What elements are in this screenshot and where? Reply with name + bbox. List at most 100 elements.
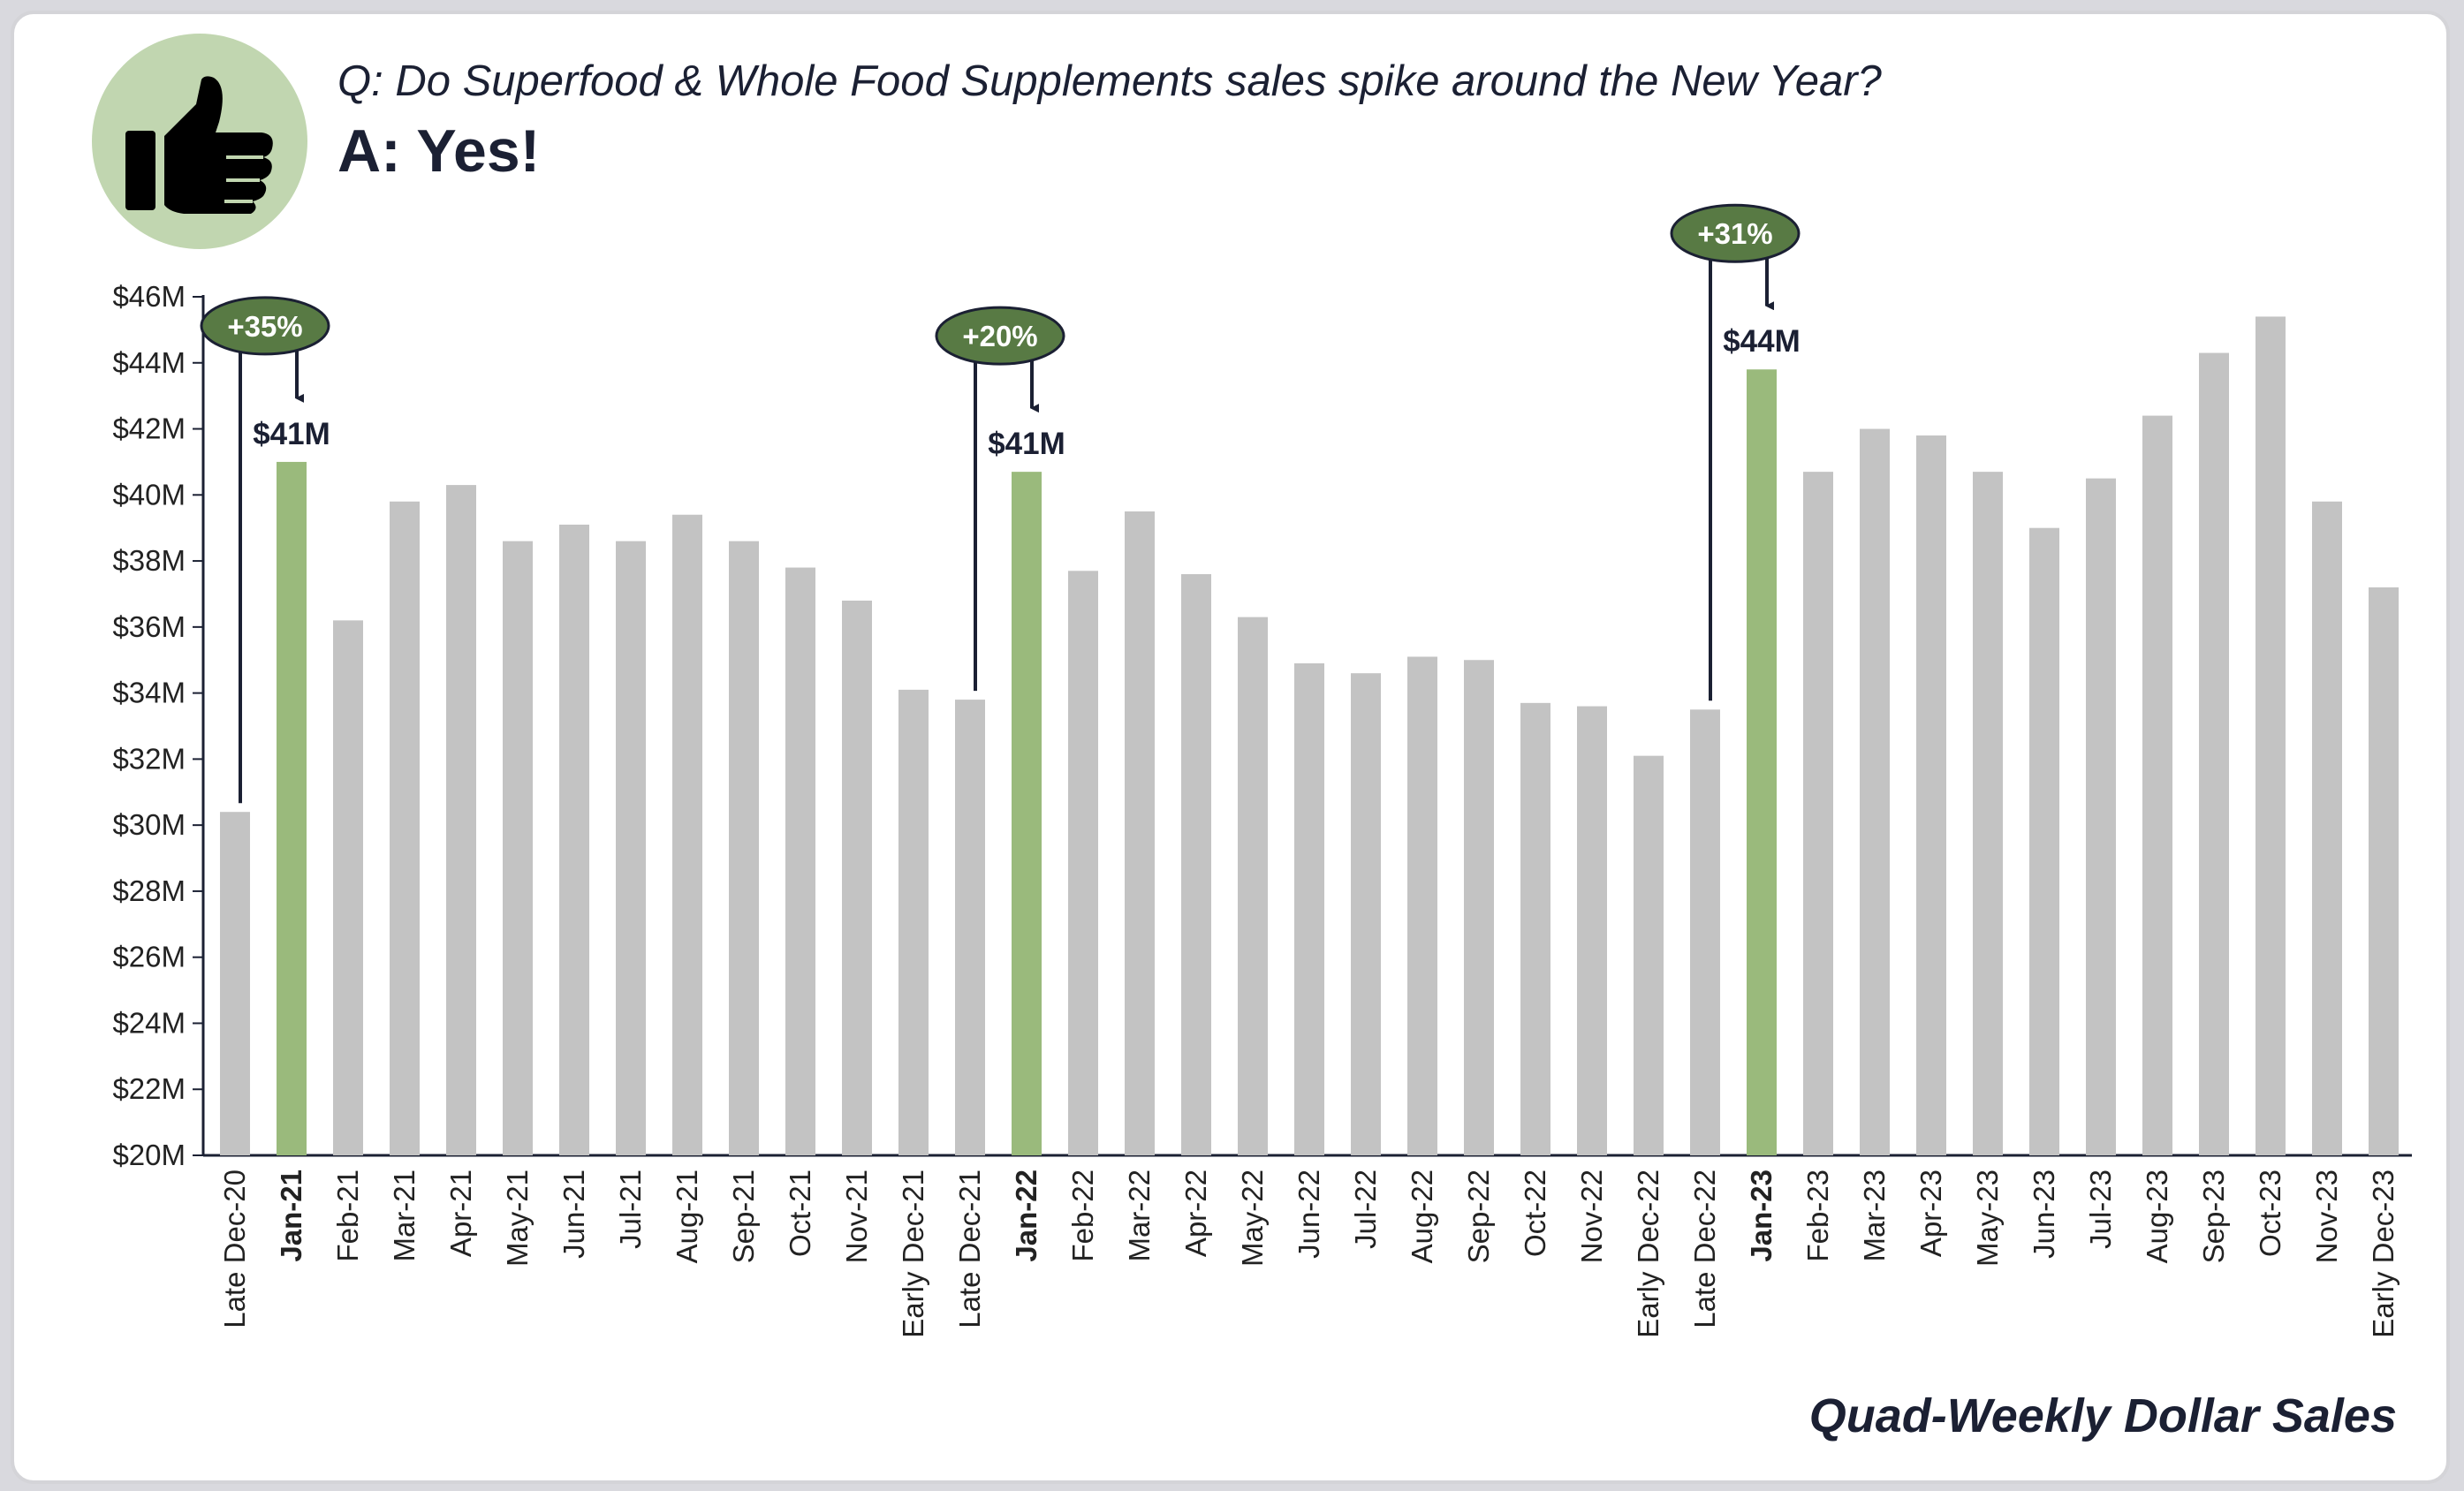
- x-tick-label: Nov-23: [2310, 1169, 2343, 1263]
- y-tick-label: $44M: [112, 346, 186, 379]
- x-tick-label: Jun-21: [557, 1169, 590, 1259]
- x-tick-label: Early Dec-22: [1632, 1169, 1664, 1338]
- x-tick-label: May-22: [1236, 1169, 1269, 1267]
- x-tick-label: May-23: [1971, 1169, 2004, 1267]
- x-tick-label: Apr-21: [444, 1169, 477, 1257]
- data-label: $41M: [988, 427, 1065, 461]
- bar-sep-22: [1464, 660, 1494, 1155]
- x-tick-label: Oct-22: [1519, 1169, 1551, 1257]
- x-tick-label: Oct-21: [784, 1169, 816, 1257]
- answer-text: A: Yes!: [337, 117, 541, 185]
- x-tick-label: Apr-23: [1914, 1169, 1947, 1257]
- x-tick-label: Sep-21: [727, 1169, 760, 1263]
- bar-jul-23: [2086, 478, 2116, 1155]
- bar-jan-22: [1012, 472, 1042, 1155]
- bar-late-dec-21: [955, 700, 985, 1155]
- x-tick-label: Early Dec-21: [897, 1169, 929, 1338]
- bar-may-21: [503, 541, 533, 1155]
- x-tick-label: Jul-22: [1349, 1169, 1382, 1249]
- callout-percent-label: +20%: [962, 320, 1037, 352]
- x-tick-label: Mar-21: [388, 1169, 421, 1262]
- bar-feb-21: [333, 620, 363, 1155]
- x-tick-label: Late Dec-22: [1688, 1169, 1721, 1328]
- x-tick-label: Apr-22: [1179, 1169, 1212, 1257]
- x-tick-label: Late Dec-20: [218, 1169, 251, 1328]
- data-label: $41M: [253, 417, 330, 451]
- y-tick-label: $30M: [112, 808, 186, 841]
- bar-nov-21: [842, 600, 872, 1155]
- x-tick-label: Aug-22: [1406, 1169, 1438, 1263]
- callout-bubble: [935, 306, 1065, 366]
- bar-may-23: [1973, 472, 2003, 1155]
- callout-percent-label: +35%: [227, 310, 302, 343]
- x-tick-label: Oct-23: [2254, 1169, 2286, 1257]
- bar-jun-21: [559, 524, 589, 1155]
- bar-late-dec-20: [220, 812, 250, 1155]
- bar-mar-23: [1860, 428, 1890, 1155]
- x-tick-label: May-21: [501, 1169, 534, 1267]
- question-text: Q: Do Superfood & Whole Food Supplements…: [337, 57, 1882, 105]
- x-tick-label: Sep-23: [2197, 1169, 2230, 1263]
- bar-aug-21: [672, 514, 702, 1155]
- x-tick-label: Jun-22: [1293, 1169, 1325, 1259]
- x-tick-label: Feb-22: [1066, 1169, 1099, 1262]
- x-tick-label: Jun-23: [2028, 1169, 2060, 1259]
- x-tick-label: Mar-22: [1123, 1169, 1156, 1262]
- bar-oct-21: [785, 567, 815, 1155]
- x-tick-label: Jan-23: [1745, 1169, 1778, 1262]
- bar-apr-22: [1181, 574, 1211, 1155]
- bar-early-dec-23: [2369, 587, 2399, 1155]
- y-tick-label: $20M: [112, 1139, 186, 1171]
- bar-jan-23: [1747, 369, 1777, 1155]
- callout-bubble: [1670, 203, 1801, 263]
- y-tick-label: $24M: [112, 1006, 186, 1039]
- y-tick-label: $34M: [112, 677, 186, 709]
- bar-apr-21: [446, 485, 476, 1155]
- thumbs-up-badge: [92, 34, 307, 249]
- bar-aug-23: [2142, 415, 2172, 1156]
- bar-early-dec-22: [1634, 755, 1664, 1155]
- y-tick-label: $28M: [112, 874, 186, 907]
- y-tick-label: $26M: [112, 941, 186, 973]
- bar-apr-23: [1916, 435, 1946, 1155]
- bar-jul-21: [616, 541, 646, 1155]
- x-tick-label: Early Dec-23: [2367, 1169, 2400, 1338]
- bar-feb-22: [1068, 571, 1098, 1155]
- y-tick-label: $38M: [112, 544, 186, 577]
- x-tick-label: Late Dec-21: [953, 1169, 986, 1328]
- x-tick-label: Aug-21: [671, 1169, 703, 1263]
- x-tick-label: Nov-21: [840, 1169, 873, 1263]
- x-tick-label: Jan-22: [1010, 1169, 1042, 1262]
- bar-aug-22: [1407, 656, 1437, 1155]
- bar-nov-22: [1577, 706, 1607, 1155]
- y-tick-label: $22M: [112, 1072, 186, 1105]
- bar-may-22: [1238, 617, 1268, 1155]
- y-tick-label: $40M: [112, 478, 186, 511]
- x-tick-label: Jul-23: [2084, 1169, 2117, 1249]
- x-tick-label: Jul-21: [614, 1169, 647, 1249]
- y-tick-label: $46M: [112, 280, 186, 313]
- thumbs-up-icon: [125, 76, 273, 215]
- bar-jun-22: [1294, 662, 1324, 1155]
- bar-nov-23: [2312, 501, 2342, 1155]
- bar-jul-22: [1351, 673, 1381, 1155]
- data-label: $44M: [1723, 324, 1801, 359]
- bar-oct-23: [2256, 316, 2286, 1155]
- x-tick-label: Sep-22: [1462, 1169, 1495, 1263]
- bar-mar-22: [1125, 511, 1155, 1155]
- y-tick-label: $42M: [112, 412, 186, 445]
- bar-feb-23: [1803, 472, 1833, 1155]
- bar-sep-23: [2199, 352, 2229, 1155]
- bar-late-dec-22: [1690, 709, 1720, 1155]
- x-tick-label: Mar-23: [1858, 1169, 1891, 1262]
- y-tick-label: $32M: [112, 742, 186, 775]
- bar-jan-21: [277, 461, 307, 1155]
- x-tick-label: Feb-21: [331, 1169, 364, 1262]
- x-tick-label: Feb-23: [1801, 1169, 1834, 1262]
- y-tick-label: $36M: [112, 610, 186, 643]
- callout-percent-label: +31%: [1697, 217, 1772, 250]
- bar-mar-21: [390, 501, 420, 1155]
- bar-oct-22: [1520, 702, 1550, 1155]
- x-tick-label: Aug-23: [2141, 1169, 2173, 1263]
